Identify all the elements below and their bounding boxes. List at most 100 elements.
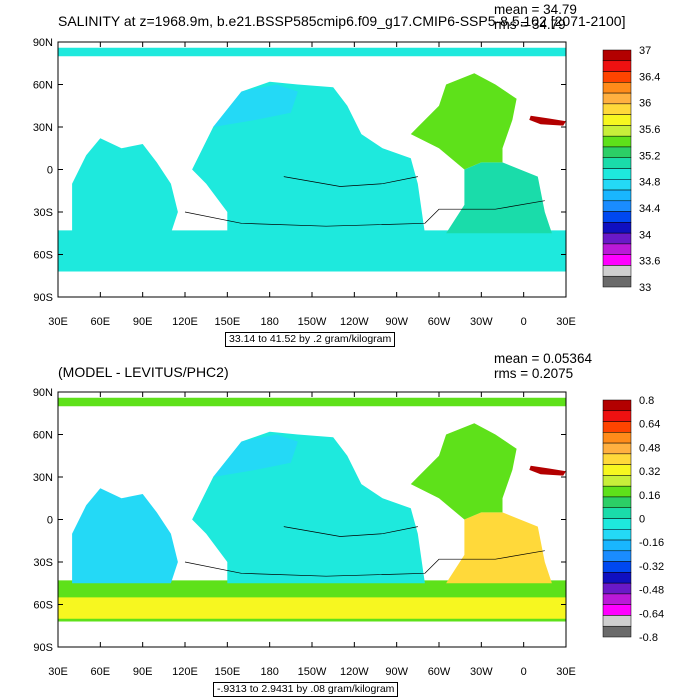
colorbar-swatch [602, 496, 632, 508]
colorbar-label: 37 [639, 45, 651, 57]
colorbar-swatch [602, 432, 632, 444]
colorbar-swatch [602, 539, 632, 552]
southern-ocean [58, 230, 566, 272]
y-tick-label: 0 [47, 165, 53, 177]
difference-panel: (MODEL - LEVITUS/PHC2) mean = 0.05364 rm… [0, 350, 700, 700]
colorbar-swatch [602, 475, 632, 487]
colorbar-label: -0.32 [639, 561, 664, 573]
y-tick-label: 90N [33, 37, 53, 49]
colorbar-label: 0.16 [639, 490, 660, 502]
colorbar-swatch [602, 604, 632, 616]
x-tick-label: 180 [260, 666, 278, 678]
colorbar-label: 34.8 [639, 177, 660, 189]
x-tick-label: 150W [298, 316, 327, 328]
colorbar-label: -0.64 [639, 608, 664, 620]
y-tick-label: 90S [33, 292, 53, 304]
x-tick-label: 30E [556, 666, 576, 678]
colorbar-swatch [602, 399, 632, 412]
colorbar-swatch [602, 179, 632, 191]
north-atlantic [410, 73, 517, 170]
y-tick-label: 0 [47, 515, 53, 527]
colorbar-label: 36.4 [639, 71, 660, 83]
colorbar-label: 33.6 [639, 256, 660, 268]
indian-ocean [72, 138, 178, 234]
colorbar-swatch [602, 410, 632, 422]
y-tick-label: 60N [33, 80, 53, 92]
colorbar-swatch [602, 550, 632, 562]
x-tick-label: 30W [470, 666, 493, 678]
x-tick-label: 0 [521, 666, 527, 678]
north-atlantic [410, 423, 517, 520]
rms-value: rms = 0.2075 [494, 366, 574, 381]
colorbar-label: 0 [639, 514, 645, 526]
colorbar-swatch [602, 572, 632, 584]
contour-line [184, 550, 545, 577]
colorbar-swatch [602, 49, 632, 62]
colorbar-swatch [602, 103, 632, 115]
colorbar-swatch [602, 561, 632, 573]
colorbar-swatch [602, 211, 632, 223]
colorbar-swatch [602, 275, 632, 288]
colorbar-swatch [602, 265, 632, 277]
y-tick-label: 60S [33, 250, 53, 262]
contour-info: -.9313 to 2.9431 by .08 gram/kilogram [213, 682, 399, 697]
colorbar-label: 36 [639, 98, 651, 110]
colorbar-swatch [602, 485, 632, 498]
contour-line [283, 176, 418, 187]
colorbar-swatch [602, 625, 632, 638]
colorbar-swatch [602, 421, 632, 433]
x-tick-label: 30W [470, 316, 493, 328]
north-pacific [213, 84, 298, 127]
colorbar-swatch [602, 157, 632, 169]
y-tick-label: 60S [33, 600, 53, 612]
x-tick-label: 30E [556, 316, 576, 328]
colorbar-label: -0.48 [639, 585, 664, 597]
x-tick-label: 120W [340, 666, 369, 678]
colorbar-swatch [602, 464, 632, 476]
panel-title: SALINITY at z=1968.9m, b.e21.BSSP585cmip… [58, 13, 626, 29]
colorbar-swatch [602, 135, 632, 148]
y-tick-label: 30N [33, 122, 53, 134]
y-tick-label: 30S [33, 207, 53, 219]
x-tick-label: 90E [133, 666, 153, 678]
colorbar-label: -0.16 [639, 537, 664, 549]
colorbar-label: 0.32 [639, 466, 660, 478]
colorbar-swatch [602, 232, 632, 245]
x-tick-label: 60E [91, 666, 111, 678]
colorbar-swatch [602, 529, 632, 541]
x-tick-label: 60E [91, 316, 111, 328]
colorbar-label: 0.64 [639, 419, 660, 431]
colorbar-swatch [602, 114, 632, 126]
contour-info: 33.14 to 41.52 by .2 gram/kilogram [225, 332, 396, 347]
mediterranean-outflow [529, 115, 566, 126]
x-tick-label: 150W [298, 666, 327, 678]
colorbar-swatch [602, 125, 632, 137]
arctic-ocean [58, 47, 566, 57]
colorbar-label: 0.8 [639, 395, 654, 407]
x-tick-label: 30E [48, 666, 68, 678]
colorbar-swatch [602, 442, 632, 455]
x-tick-label: 0 [521, 316, 527, 328]
salinity-panel: SALINITY at z=1968.9m, b.e21.BSSP585cmip… [33, 2, 660, 347]
arctic-ocean [58, 397, 566, 407]
colorbar-label: 0.48 [639, 442, 660, 454]
y-tick-label: 90N [33, 387, 53, 399]
difference-map-svg: 90N 60N 30N 0 30S 60S 90S 30E 60E 90E 120E 150E 180 1… [33, 387, 664, 678]
rms-value: rms = 34.79 [494, 17, 566, 32]
x-tick-label: 150E [214, 316, 240, 328]
colorbar-swatch [602, 92, 632, 105]
x-tick-label: 120W [340, 316, 369, 328]
colorbar-swatch [602, 60, 632, 72]
colorbar-swatch [602, 582, 632, 595]
colorbar-label: 34.4 [639, 203, 660, 215]
colorbar-label: 34 [639, 229, 651, 241]
colorbar-swatch [602, 243, 632, 255]
colorbar-swatch [602, 453, 632, 465]
colorbar-label: 33 [639, 282, 651, 294]
colorbar-swatch [602, 518, 632, 530]
colorbar-swatch [602, 507, 632, 519]
x-tick-label: 90E [133, 316, 153, 328]
mediterranean-outflow [529, 465, 566, 476]
indian-ocean [72, 488, 178, 584]
colorbar-swatch [602, 168, 632, 180]
